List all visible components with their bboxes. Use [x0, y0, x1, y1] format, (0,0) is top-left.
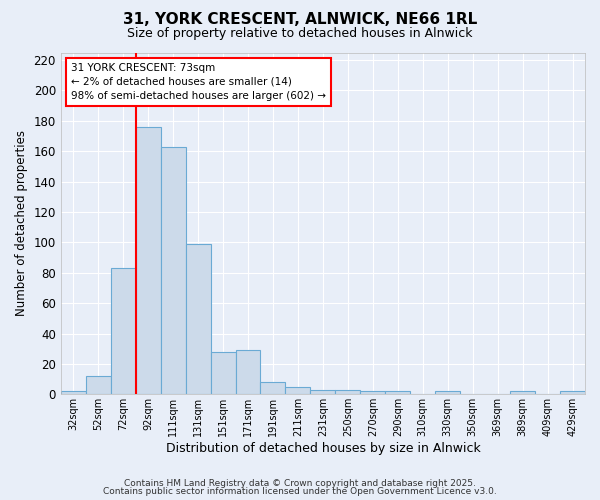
Text: 31, YORK CRESCENT, ALNWICK, NE66 1RL: 31, YORK CRESCENT, ALNWICK, NE66 1RL [123, 12, 477, 28]
Bar [260, 382, 286, 394]
Text: Contains public sector information licensed under the Open Government Licence v3: Contains public sector information licen… [103, 487, 497, 496]
X-axis label: Distribution of detached houses by size in Alnwick: Distribution of detached houses by size … [166, 442, 480, 455]
Text: 31 YORK CRESCENT: 73sqm
← 2% of detached houses are smaller (14)
98% of semi-det: 31 YORK CRESCENT: 73sqm ← 2% of detached… [71, 63, 326, 101]
Bar [560, 392, 585, 394]
Bar [136, 127, 161, 394]
Text: Contains HM Land Registry data © Crown copyright and database right 2025.: Contains HM Land Registry data © Crown c… [124, 478, 476, 488]
Text: Size of property relative to detached houses in Alnwick: Size of property relative to detached ho… [127, 28, 473, 40]
Bar [435, 392, 460, 394]
Bar [211, 352, 236, 395]
Bar [335, 390, 361, 394]
Bar [510, 392, 535, 394]
Bar [236, 350, 260, 395]
Bar [161, 146, 185, 394]
Bar [86, 376, 111, 394]
Bar [61, 392, 86, 394]
Bar [310, 390, 335, 394]
Bar [111, 268, 136, 394]
Y-axis label: Number of detached properties: Number of detached properties [15, 130, 28, 316]
Bar [385, 392, 410, 394]
Bar [361, 392, 385, 394]
Bar [185, 244, 211, 394]
Bar [286, 386, 310, 394]
